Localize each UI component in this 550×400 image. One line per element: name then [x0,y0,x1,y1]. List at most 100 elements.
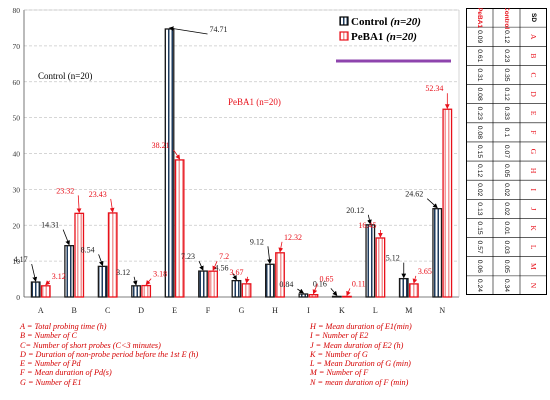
control-value-label: 14.31 [41,221,59,230]
peba1-value-label: 12.32 [284,233,302,242]
control-bar [97,265,108,298]
sd-table-header-sd: SD [530,13,537,22]
peba1-bar [174,159,185,298]
peba1-callout-arrow [346,288,351,297]
sd-table-row-label: L [529,245,538,250]
x-tick-label: C [105,306,110,315]
legend-control-label: Control (n=20) [351,16,421,28]
definition-j: J = Mean duration of E2 (h) [310,340,404,350]
peba1-value-label: 38.21 [152,141,170,150]
sd-table-row-label: K [529,225,538,231]
peba1-annotation: PeBA1 (n=20) [228,97,281,107]
definition-l: L = Mean Duration of G (min) [310,359,411,369]
control-bar [432,208,443,298]
sd-table-cell: 0.23 [503,49,510,62]
peba1-value-label: 16.45 [358,221,376,230]
control-bar [265,263,275,298]
sd-table-cell: 0.24 [476,279,483,292]
value-labels: 4.17 3.12 14.31 23.32 8.54 23.43 3.12 3.18 74.71… [14,25,450,297]
sd-table-row-label: J [529,207,538,210]
control-value-label: 0.16 [313,279,327,288]
peba1-callout-arrow [145,278,152,286]
control-value-label: 7.23 [181,252,195,261]
peba1-bar [342,295,352,298]
control-callout-arrow [62,229,70,246]
control-value-label: 3.12 [116,268,130,277]
sd-table-cell: 0.61 [476,49,483,62]
sd-table-cell: 0.12 [503,87,510,100]
definition-g: G = Number of E1 [20,377,82,387]
x-tick-label: H [272,306,278,315]
sd-table-row-label: B [529,53,538,58]
peba1-callout-arrow [312,283,318,295]
sd-table-header-peba1: PeBA1 [476,8,483,28]
control-bar [298,293,309,298]
control-callout-arrow [367,214,372,225]
peba1-callout-arrow [109,198,115,213]
control-callout-arrow [31,263,38,282]
sd-table-header-control: Control [503,8,510,29]
peba1-bar [408,283,419,298]
sd-table-cell: 0.05 [503,260,510,273]
control-value-label: 20.12 [346,206,364,215]
peba1-callout-arrow [76,195,82,214]
sd-table-cell: 0.03 [503,241,510,254]
y-tick-label: 70 [13,42,21,51]
peba1-value-label: 3.67 [230,268,244,277]
control-bar [365,224,376,298]
peba1-value-label: 3.18 [153,270,167,279]
legend: Control (n=20) PeBA1 (n=20) [336,16,451,63]
control-callout-arrow [267,246,272,265]
definition-a: A = Total probing time (h) [20,322,107,331]
sd-table-cell: 0.15 [476,145,483,158]
bars [30,28,453,298]
sd-table-row-label: C [529,72,538,77]
sd-table-row-label: A [529,34,538,40]
peba1-callout-arrow [278,241,284,253]
definitions-left-column: A = Total probing time (h) B = Number of… [20,322,198,387]
peba1-callout-arrow [212,261,218,271]
sd-table-cell: 0.02 [503,202,510,215]
peba1-value-label: 0.11 [352,279,366,288]
peba1-bar [241,283,252,298]
control-bar [30,281,41,298]
legend-peba1-swatch [339,31,349,41]
control-callout-arrow [168,26,208,35]
legend-control-swatch [339,16,349,26]
definition-h: H = Mean duration of E1(min) [310,322,412,331]
y-tick-label: 50 [13,114,21,123]
control-bar [164,28,175,298]
sd-table-row-label: D [529,91,538,97]
definitions-right-column: H = Mean duration of E1(min) I = Number … [310,322,412,387]
x-tick-label: A [38,306,44,315]
x-tick-label: N [439,306,445,315]
peba1-bar [308,294,319,298]
sd-table-cell: 0.01 [503,221,510,234]
sd-table-cell: 0.33 [503,107,510,120]
sd-table-cell: 0.57 [476,241,483,254]
y-tick-label: 40 [13,150,21,159]
control-bar [231,279,242,298]
definition-e: E = Number of Pd [20,359,81,369]
sd-table-row-label: M [529,263,538,270]
control-callout-arrow [426,198,438,209]
x-tick-label: K [339,306,345,315]
peba1-callout-arrow [244,276,250,284]
sd-table-cell: 0.23 [476,107,483,120]
definition-c: C= Number of short probes (C<3 minutes) [20,340,161,350]
sd-table-cell: 0.12 [476,164,483,177]
peba1-value-label: 3.12 [52,272,66,281]
control-bar [398,277,409,298]
x-tick-label: F [206,306,211,315]
grid-lines [24,9,459,262]
y-tick-label: 80 [13,6,21,15]
peba1-value-label: 23.43 [89,190,107,199]
definition-d: D = Duration of non-probe period before … [20,349,199,359]
control-value-label: 9.12 [250,237,264,246]
sd-table-cell: 0.1 [503,128,510,138]
peba1-bar [107,212,118,298]
legend-peba1-label: PeBA1 (n=20) [351,31,417,43]
peba1-callout-arrow [412,275,418,284]
peba1-bar [275,252,285,298]
